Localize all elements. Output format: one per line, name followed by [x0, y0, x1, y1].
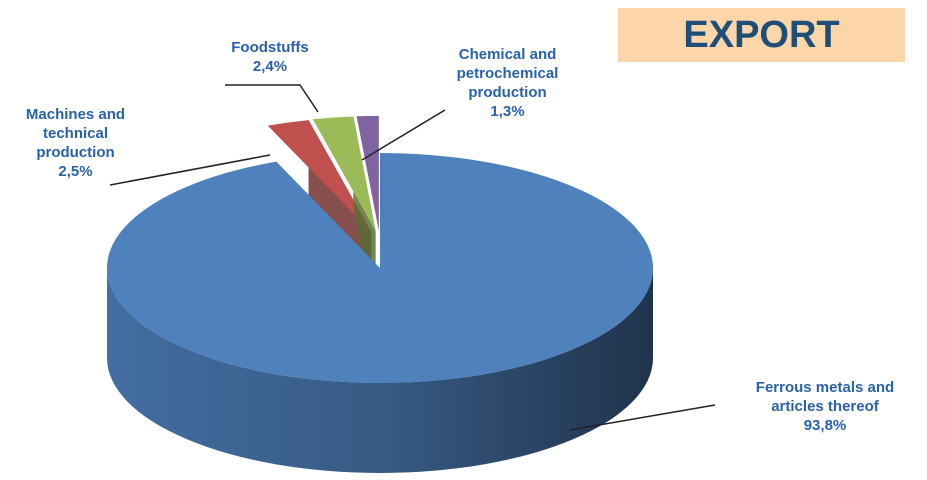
leader-line [225, 84, 319, 113]
slice-side-shade [107, 268, 653, 473]
value-label: 93,8% [803, 417, 847, 434]
leader-line [569, 404, 716, 431]
slice [312, 116, 376, 232]
value-label: 2,4% [252, 58, 288, 75]
leader-line [109, 154, 271, 186]
slice [267, 120, 372, 233]
category-label: Machines and technical production [25, 106, 126, 161]
category-label: Foodstuffs [231, 39, 309, 56]
slice [106, 153, 653, 383]
category-label: Ferrous metals and articles thereof [755, 379, 895, 415]
label-chemical: Chemical and petrochemical production 1,3… [440, 45, 575, 121]
category-label: Chemical and petrochemical production [456, 46, 559, 101]
value-label: 2,5% [58, 163, 93, 180]
label-foodstuffs: Foodstuffs 2,4% [205, 38, 335, 76]
label-ferrous: Ferrous metals and articles thereof 93,8% [740, 378, 910, 435]
chart-title: EXPORT [683, 13, 840, 56]
leader-line [361, 109, 446, 161]
slice [356, 115, 379, 231]
value-label: 1,3% [490, 103, 525, 120]
label-machines: Machines and technical production 2,5% [8, 105, 143, 181]
title-box: EXPORT [618, 8, 905, 62]
